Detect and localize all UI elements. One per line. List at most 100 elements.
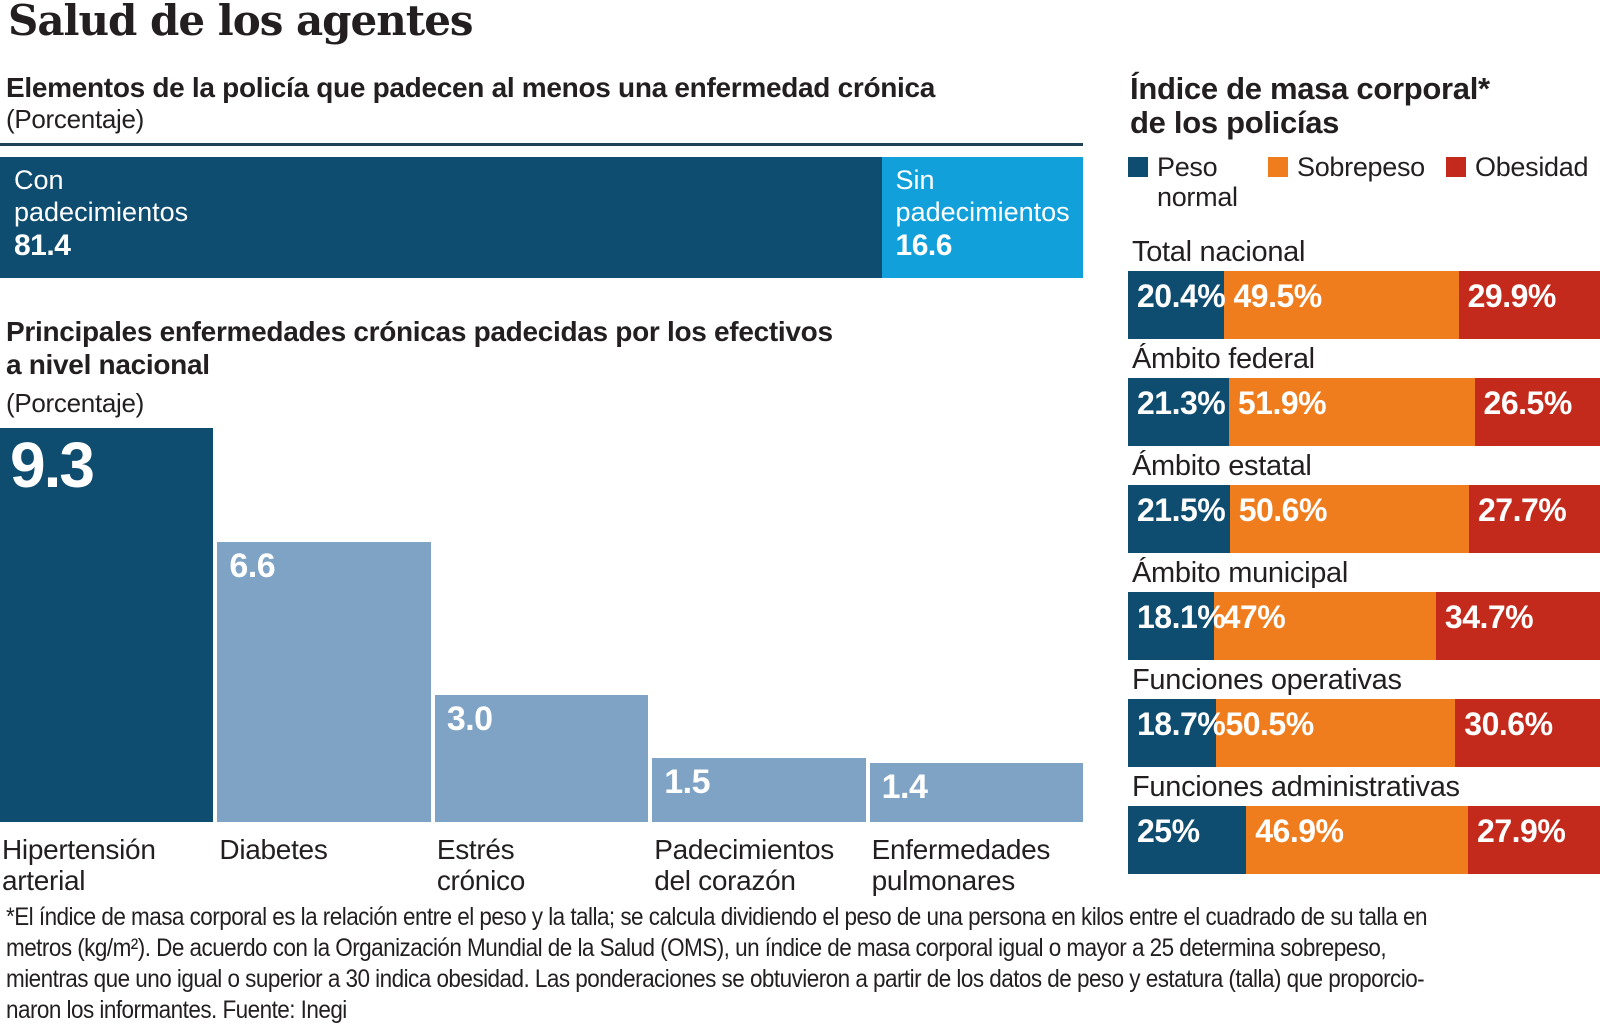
bmi-row-label: Funciones operativas (1132, 664, 1402, 696)
bmi-panel: Índice de masa corporal* de los policías… (1128, 72, 1600, 880)
bmi-rows: Total nacional 20.4% 49.5% 29.9% Ámbito … (1128, 238, 1600, 874)
footnote: *El índice de masa corporal es la relaci… (6, 902, 1596, 1026)
bmi-segment-value: 30.6% (1464, 706, 1553, 742)
bar-slot: 3.0 (434, 428, 649, 822)
bmi-row-ambito-municipal: Ámbito municipal 18.1% 47% 34.7% (1128, 559, 1600, 660)
left-column: Elementos de la policía que padecen al m… (0, 72, 1084, 896)
category-label: Padecimientos del corazón (652, 834, 865, 896)
diseases-title-line: a nivel nacional (6, 349, 210, 380)
bmi-segment-obesidad: 29.9% (1458, 271, 1600, 339)
bmi-chart-title: Índice de masa corporal* de los policías (1128, 72, 1600, 140)
bmi-segment-value: 18.7% (1137, 706, 1226, 742)
bmi-segment-peso-normal: 25% (1128, 806, 1247, 874)
bar-estres-cronico: 3.0 (434, 694, 649, 822)
category-label-line: del corazón (654, 865, 796, 896)
bmi-segment-peso-normal: 21.5% (1128, 485, 1230, 553)
footnote-line: mientras que uno igual o superior a 30 i… (6, 965, 1425, 993)
bar-enfermedades-pulmonares: 1.4 (869, 762, 1084, 822)
diseases-title-line: Principales enfermedades crónicas padeci… (6, 316, 833, 347)
bmi-row-label: Total nacional (1132, 236, 1306, 268)
bmi-segment-sobrepeso: 46.9% (1246, 806, 1469, 874)
bmi-title-line: Índice de masa corporal* (1130, 71, 1490, 106)
category-label: Estrés crónico (435, 834, 648, 896)
bar-value: 3.0 (446, 699, 493, 738)
bmi-segment-value: 50.6% (1238, 492, 1328, 528)
bmi-segment-value: 34.7% (1444, 599, 1534, 635)
category-label: Hipertensión arterial (0, 834, 213, 896)
bmi-segment-value: 20.4% (1137, 278, 1226, 314)
segment-label-line: Con (14, 165, 64, 195)
bmi-segment-obesidad: 30.6% (1455, 699, 1600, 767)
segment-label-line: Sin (895, 165, 935, 195)
category-label-line: Diabetes (219, 834, 328, 865)
category-label-line: arterial (2, 865, 86, 896)
legend-label: Sobrepeso (1297, 152, 1425, 182)
bar-slot: 9.3 (0, 428, 214, 822)
bmi-row-ambito-estatal: Ámbito estatal 21.5% 50.6% 27.7% (1128, 452, 1600, 553)
category-label-line: Hipertensión (2, 834, 156, 865)
bmi-title-line: de los policías (1130, 105, 1340, 140)
bmi-segment-obesidad: 27.7% (1469, 485, 1600, 553)
chronic-chart-title: Elementos de la policía que padecen al m… (6, 72, 936, 103)
legend-item-peso-normal: Peso normal (1128, 152, 1247, 212)
divider-rule (0, 143, 1083, 146)
segment-label-line: padecimientos (14, 197, 189, 227)
bmi-row-funciones-operativas: Funciones operativas 18.7% 50.5% 30.6% (1128, 666, 1600, 767)
bmi-row-funciones-administrativas: Funciones administrativas 25% 46.9% 27.9… (1128, 773, 1600, 874)
legend-label: Peso normal (1157, 152, 1238, 212)
bmi-segment-sobrepeso: 50.5% (1216, 699, 1456, 767)
footnote-line: *El índice de masa corporal es la relaci… (6, 903, 1428, 931)
bmi-segment-obesidad: 26.5% (1474, 378, 1600, 446)
bmi-segment-value: 49.5% (1233, 278, 1322, 314)
legend-item-sobrepeso: Sobrepeso (1268, 152, 1425, 182)
legend-swatch-sobrepeso (1268, 157, 1288, 177)
bar-value: 9.3 (10, 429, 95, 501)
bmi-row-label: Ámbito estatal (1132, 450, 1312, 482)
segment-value: 16.6 (895, 229, 953, 262)
bar-hipertension-arterial: 9.3 (0, 428, 214, 822)
bmi-stacked-bar: 21.5% 50.6% 27.7% (1128, 485, 1600, 553)
bar-diabetes: 6.6 (217, 542, 431, 822)
segment-sin-padecimientos: Sin padecimientos 16.6 (881, 157, 1083, 278)
chronic-stacked-bar: Con padecimientos 81.4 Sin padecimientos… (0, 157, 1083, 278)
bar-slot: 6.6 (217, 428, 431, 822)
bmi-segment-value: 29.9% (1467, 278, 1557, 314)
bmi-segment-value: 51.9% (1237, 385, 1327, 421)
bmi-segment-peso-normal: 20.4% (1128, 271, 1226, 339)
bmi-segment-obesidad: 27.9% (1468, 806, 1600, 874)
bmi-segment-peso-normal: 18.7% (1128, 699, 1226, 767)
bmi-segment-peso-normal: 21.3% (1128, 378, 1229, 446)
bmi-stacked-bar: 18.1% 47% 34.7% (1128, 592, 1600, 660)
bar-padecimientos-corazon: 1.5 (652, 758, 866, 822)
bmi-segment-value: 50.5% (1225, 706, 1314, 742)
bmi-segment-value: 47% (1222, 599, 1286, 635)
bmi-row-ambito-federal: Ámbito federal 21.3% 51.9% 26.5% (1128, 345, 1600, 446)
diseases-chart-title: Principales enfermedades crónicas padeci… (0, 315, 1083, 381)
bmi-segment-sobrepeso: 50.6% (1229, 485, 1469, 553)
bmi-stacked-bar: 20.4% 49.5% 29.9% (1128, 271, 1600, 339)
category-label-line: Padecimientos (654, 834, 834, 865)
bmi-segment-sobrepeso: 47% (1213, 592, 1436, 660)
category-label: Diabetes (217, 834, 430, 896)
bmi-segment-value: 27.7% (1478, 492, 1567, 528)
category-label-line: Estrés (436, 834, 515, 865)
segment-value: 81.4 (14, 229, 71, 262)
chronic-unit-label: (Porcentaje) (6, 104, 145, 134)
bmi-segment-peso-normal: 18.1% (1128, 592, 1226, 660)
bmi-stacked-bar: 18.7% 50.5% 30.6% (1128, 699, 1600, 767)
segment-con-padecimientos: Con padecimientos 81.4 (0, 157, 882, 278)
diseases-unit-label: (Porcentaje) (6, 388, 145, 418)
bmi-row-total-nacional: Total nacional 20.4% 49.5% 29.9% (1128, 238, 1600, 339)
diseases-bar-chart: 9.3 6.6 3.0 1.5 1.4 (0, 428, 1084, 822)
category-label-line: crónico (436, 865, 525, 896)
legend-swatch-peso-normal (1128, 157, 1148, 177)
bmi-segment-value: 46.9% (1255, 813, 1344, 849)
bmi-stacked-bar: 21.3% 51.9% 26.5% (1128, 378, 1600, 446)
segment-label-line: padecimientos (895, 197, 1070, 227)
bmi-row-label: Ámbito federal (1132, 343, 1315, 375)
bmi-legend: Peso normal Sobrepeso Obesidad (1128, 152, 1600, 212)
category-label: Enfermedades pulmonares (870, 834, 1083, 896)
bmi-segment-sobrepeso: 49.5% (1224, 271, 1459, 339)
bmi-segment-value: 21.3% (1137, 385, 1226, 421)
